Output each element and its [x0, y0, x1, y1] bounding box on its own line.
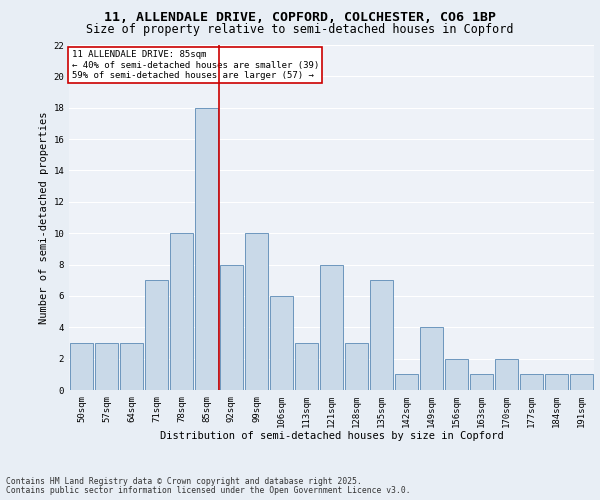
Bar [145, 280, 169, 390]
Bar [70, 343, 94, 390]
Y-axis label: Number of semi-detached properties: Number of semi-detached properties [39, 112, 49, 324]
Bar [370, 280, 394, 390]
Bar [395, 374, 418, 390]
Text: 11, ALLENDALE DRIVE, COPFORD, COLCHESTER, CO6 1BP: 11, ALLENDALE DRIVE, COPFORD, COLCHESTER… [104, 11, 496, 24]
Bar [494, 358, 518, 390]
X-axis label: Distribution of semi-detached houses by size in Copford: Distribution of semi-detached houses by … [160, 432, 503, 442]
Bar [170, 233, 193, 390]
Bar [419, 328, 443, 390]
Bar [220, 264, 244, 390]
Bar [520, 374, 544, 390]
Bar [470, 374, 493, 390]
Bar [295, 343, 319, 390]
Bar [119, 343, 143, 390]
Bar [245, 233, 268, 390]
Bar [569, 374, 593, 390]
Text: Size of property relative to semi-detached houses in Copford: Size of property relative to semi-detach… [86, 22, 514, 36]
Bar [344, 343, 368, 390]
Bar [545, 374, 568, 390]
Text: Contains public sector information licensed under the Open Government Licence v3: Contains public sector information licen… [6, 486, 410, 495]
Text: Contains HM Land Registry data © Crown copyright and database right 2025.: Contains HM Land Registry data © Crown c… [6, 477, 362, 486]
Bar [194, 108, 218, 390]
Bar [445, 358, 469, 390]
Text: 11 ALLENDALE DRIVE: 85sqm
← 40% of semi-detached houses are smaller (39)
59% of : 11 ALLENDALE DRIVE: 85sqm ← 40% of semi-… [71, 50, 319, 80]
Bar [95, 343, 118, 390]
Bar [320, 264, 343, 390]
Bar [269, 296, 293, 390]
